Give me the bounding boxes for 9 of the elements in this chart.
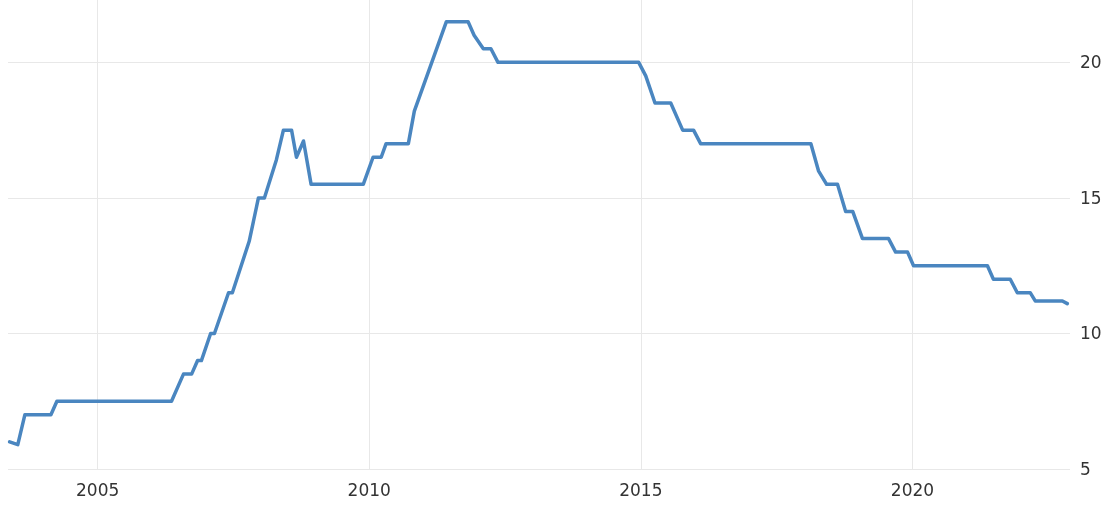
y-tick-label: 5 <box>1080 459 1091 479</box>
x-tick-label: 2020 <box>890 479 935 500</box>
y-tick-label: 20 <box>1080 52 1102 73</box>
x-tick-label: 2005 <box>76 479 120 500</box>
line-series <box>7 19 1070 447</box>
y-tick-label: 10 <box>1080 323 1102 344</box>
y-tick-label: 15 <box>1080 187 1102 208</box>
x-tick-label: 2010 <box>347 479 391 500</box>
x-tick-label: 2015 <box>619 479 663 500</box>
